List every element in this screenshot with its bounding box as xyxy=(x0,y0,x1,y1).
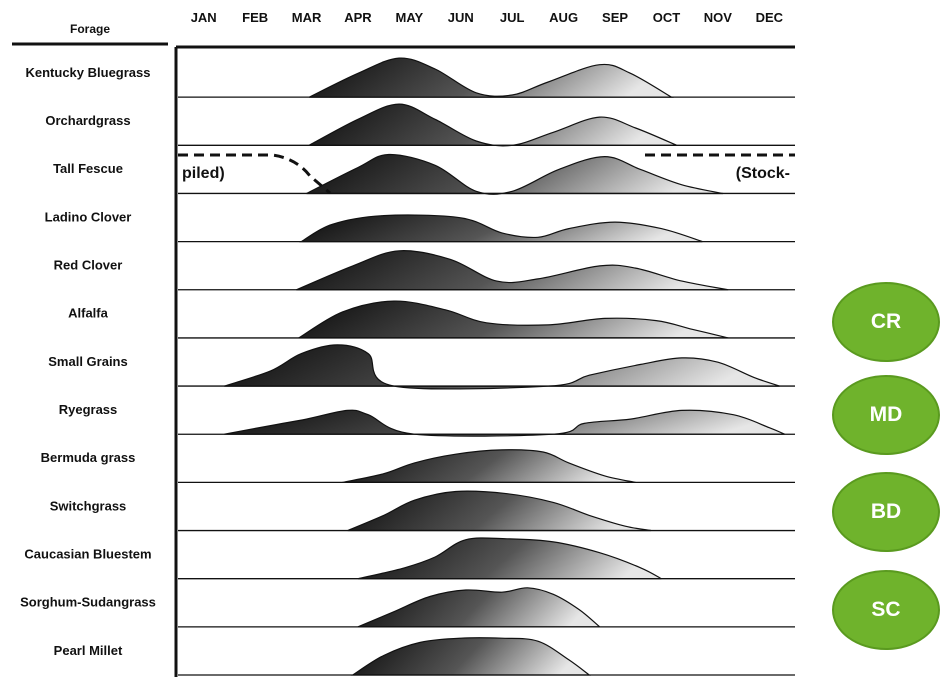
growth-curve-pearl-millet xyxy=(350,637,592,676)
forage-label-switchgrass: Switchgrass xyxy=(50,498,127,513)
badge-cr: CR xyxy=(832,282,940,362)
badge-sc-label: SC xyxy=(871,598,901,621)
stockpile-annotation: piled) (Stock- xyxy=(178,153,795,195)
month-label-may: MAY xyxy=(396,10,424,25)
forage-rows: Kentucky Bluegrass Orchardgrass Tall Fescu… xyxy=(20,57,795,676)
growth-curve-switchgrass xyxy=(347,490,652,532)
growth-curve-red-clover xyxy=(296,250,729,291)
month-label-feb: FEB xyxy=(242,10,268,25)
month-label-aug: AUG xyxy=(549,10,578,25)
month-label-dec: DEC xyxy=(756,10,784,25)
forage-label-pearl-millet: Pearl Millet xyxy=(54,643,123,658)
badge-bd-label: BD xyxy=(870,500,902,523)
growth-curve-ryegrass xyxy=(224,409,785,437)
badge-bd: BD xyxy=(832,472,940,552)
month-labels: JAN FEB MAR APR MAY JUN JUL AUG SEP OCT NOV DEC xyxy=(191,10,784,25)
badge-sc: SC xyxy=(832,570,940,650)
growth-curve-kentucky-bluegrass xyxy=(308,57,674,98)
growth-curve-orchardgrass xyxy=(308,103,677,147)
month-label-sep: SEP xyxy=(602,10,628,25)
forage-label-small-grains: Small Grains xyxy=(48,354,127,369)
growth-curve-caucasian-bluestem xyxy=(357,537,662,580)
forage-label-bermuda-grass: Bermuda grass xyxy=(41,450,136,465)
growth-curve-ladino-clover xyxy=(299,214,703,243)
forage-label-alfalfa: Alfalfa xyxy=(68,306,109,321)
forage-header: Forage xyxy=(70,22,110,36)
badge-cr-label: CR xyxy=(870,310,902,333)
stockpile-label-left: piled) xyxy=(182,165,225,182)
growth-curve-alfalfa xyxy=(296,300,729,339)
month-label-nov: NOV xyxy=(704,10,733,25)
month-label-apr: APR xyxy=(344,10,372,25)
month-label-oct: OCT xyxy=(653,10,681,25)
badge-md: MD xyxy=(832,375,940,455)
forage-label-orchardgrass: Orchardgrass xyxy=(45,113,130,128)
stockpile-label-right: (Stock- xyxy=(736,165,790,182)
month-label-jun: JUN xyxy=(448,10,474,25)
growth-curve-small-grains xyxy=(224,344,780,390)
month-label-jul: JUL xyxy=(500,10,525,25)
growth-curve-sorghum-sudangrass xyxy=(357,587,602,628)
badge-md-label: MD xyxy=(869,403,903,426)
forage-label-tall-fescue: Tall Fescue xyxy=(53,161,123,176)
forage-label-caucasian-bluestem: Caucasian Bluestem xyxy=(24,546,151,561)
forage-label-ladino-clover: Ladino Clover xyxy=(45,209,132,224)
stockpile-dash-left xyxy=(178,153,331,195)
forage-label-ryegrass: Ryegrass xyxy=(59,402,118,417)
forage-label-sorghum-sudangrass: Sorghum-Sudangrass xyxy=(20,595,156,610)
month-label-mar: MAR xyxy=(292,10,322,25)
growth-curve-bermuda-grass xyxy=(342,449,636,483)
forage-label-kentucky-bluegrass: Kentucky Bluegrass xyxy=(26,65,151,80)
growth-curve-tall-fescue xyxy=(306,153,724,195)
forage-label-red-clover: Red Clover xyxy=(54,258,123,273)
month-label-jan: JAN xyxy=(191,10,217,25)
